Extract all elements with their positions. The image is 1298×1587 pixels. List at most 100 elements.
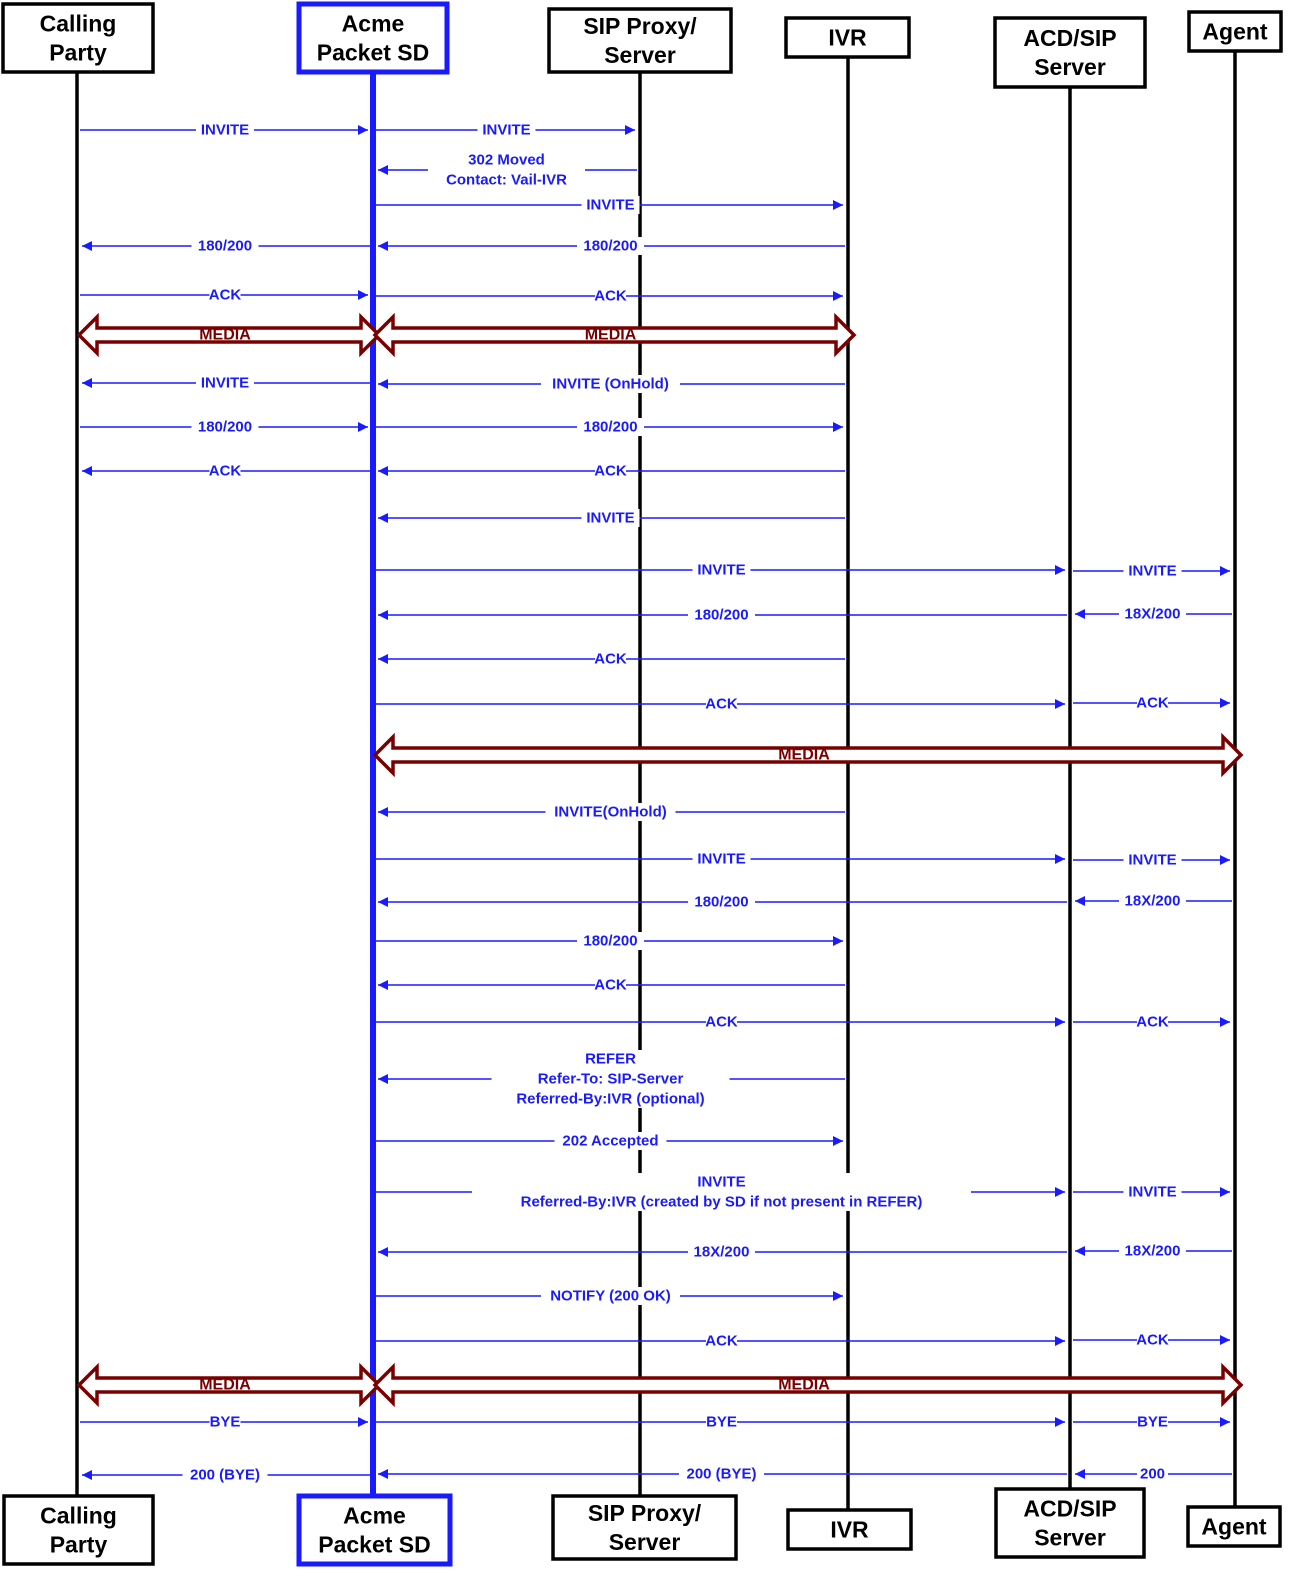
message: INVITE <box>376 121 635 139</box>
message-label: 180/200 <box>583 933 637 950</box>
message-label: ACK <box>594 977 627 994</box>
participant-proxy-bottom: SIP Proxy/Server <box>551 1494 738 1561</box>
label-background <box>1119 605 1186 623</box>
participant-label: Packet SD <box>317 40 430 66</box>
message: INVITE <box>80 121 368 139</box>
label-background <box>541 1287 680 1305</box>
media-label: MEDIA <box>778 747 830 764</box>
message: ACK <box>378 462 845 480</box>
message-label: 200 (BYE) <box>190 1467 260 1484</box>
label-background <box>1119 892 1186 910</box>
participant-box <box>994 1487 1146 1559</box>
participant-acd-bottom: ACD/SIP Server <box>994 1487 1146 1559</box>
message-label: INVITE <box>697 1174 745 1191</box>
message-label: Referred-By:IVR (optional) <box>516 1091 704 1108</box>
label-background <box>577 418 644 436</box>
message-label: ACK <box>1136 695 1169 712</box>
participant-box <box>1187 10 1283 53</box>
message-label: BYE <box>706 1414 737 1431</box>
label-background <box>1137 694 1168 712</box>
media-stream: MEDIA <box>372 732 1244 778</box>
participant-label: Server <box>604 42 676 68</box>
participant-acd-top: ACD/SIP Server <box>993 16 1147 89</box>
label-background <box>577 932 644 950</box>
label-background <box>595 287 626 305</box>
message: 180/200 <box>80 418 368 436</box>
message: ACK <box>82 462 370 480</box>
media-label: MEDIA <box>199 1377 251 1394</box>
participant-label: Calling <box>40 1503 117 1529</box>
label-background <box>491 1050 730 1108</box>
label-background <box>581 509 640 527</box>
message-label: 180/200 <box>198 238 252 255</box>
label-background <box>191 237 259 255</box>
label-background <box>688 893 755 911</box>
message: ACK <box>378 976 845 994</box>
media-stream: MEDIA <box>372 312 857 358</box>
message: ACK <box>1073 694 1230 712</box>
message-label: Contact: Vail-IVR <box>446 172 567 189</box>
label-background <box>679 1465 764 1483</box>
participant-agent-bottom: Agent <box>1186 1505 1282 1548</box>
message-label: 180/200 <box>694 894 748 911</box>
participant-label: Calling <box>40 11 117 37</box>
message-label: ACK <box>705 1333 738 1350</box>
message: INVITE <box>1073 562 1230 580</box>
participant-label: Party <box>49 40 107 66</box>
message: INVITE <box>1073 851 1230 869</box>
message-label: INVITE <box>1128 563 1176 580</box>
message-label: 200 (BYE) <box>686 1466 756 1483</box>
message: 18X/200 <box>1075 605 1232 623</box>
message: ACK <box>378 650 845 668</box>
message: INVITE (OnHold) <box>378 375 845 393</box>
media-arrow <box>372 1362 1244 1408</box>
message: REFER Refer-To: SIP-Server Referred-By:IVR… <box>378 1050 845 1108</box>
participant-box <box>296 1493 453 1567</box>
label-background <box>595 976 626 994</box>
message: INVITE <box>378 509 845 527</box>
participant-label: Acme <box>343 1503 406 1529</box>
message: BYE <box>376 1413 1065 1431</box>
participant-label: IVR <box>828 25 867 51</box>
message-label: 18X/200 <box>694 1244 750 1261</box>
message-label: INVITE <box>201 122 249 139</box>
participant-box <box>551 1494 738 1561</box>
message-label: 180/200 <box>198 419 252 436</box>
label-background <box>595 650 626 668</box>
participant-box <box>296 1 450 75</box>
message-label: INVITE(OnHold) <box>554 804 667 821</box>
message-label: ACK <box>594 463 627 480</box>
participant-label: Server <box>1034 1525 1106 1551</box>
participant-label: ACD/SIP <box>1023 25 1116 51</box>
label-background <box>692 561 751 579</box>
message: INVITE <box>376 561 1065 579</box>
message-label: 302 Moved <box>468 152 545 169</box>
label-background <box>706 1013 737 1031</box>
participant-label: Acme <box>342 11 405 37</box>
media-arrow <box>372 312 857 358</box>
message-label: BYE <box>1137 1414 1168 1431</box>
message: 18X/200 <box>1075 1242 1232 1260</box>
message: NOTIFY (200 OK) <box>376 1287 843 1305</box>
message-label: 18X/200 <box>1125 1243 1181 1260</box>
label-background <box>706 1332 737 1350</box>
label-background <box>196 374 254 392</box>
label-background <box>688 1243 755 1261</box>
participant-label: Party <box>50 1532 108 1558</box>
message-label: INVITE <box>586 510 634 527</box>
label-background <box>692 850 751 868</box>
message: ACK <box>1073 1331 1230 1349</box>
participant-ivr-top: IVR <box>784 16 911 59</box>
participant-sd-top: Acme Packet SD <box>296 1 450 75</box>
message-label: ACK <box>209 463 242 480</box>
message: 180/200 <box>378 237 845 255</box>
message-label: ACK <box>594 651 627 668</box>
message-label: INVITE <box>201 375 249 392</box>
message: INVITE <box>376 850 1065 868</box>
message: 200 <box>1075 1465 1232 1483</box>
label-background <box>1137 1013 1168 1031</box>
message: 18X/200 <box>1075 892 1232 910</box>
participant-label: Agent <box>1201 1514 1267 1540</box>
